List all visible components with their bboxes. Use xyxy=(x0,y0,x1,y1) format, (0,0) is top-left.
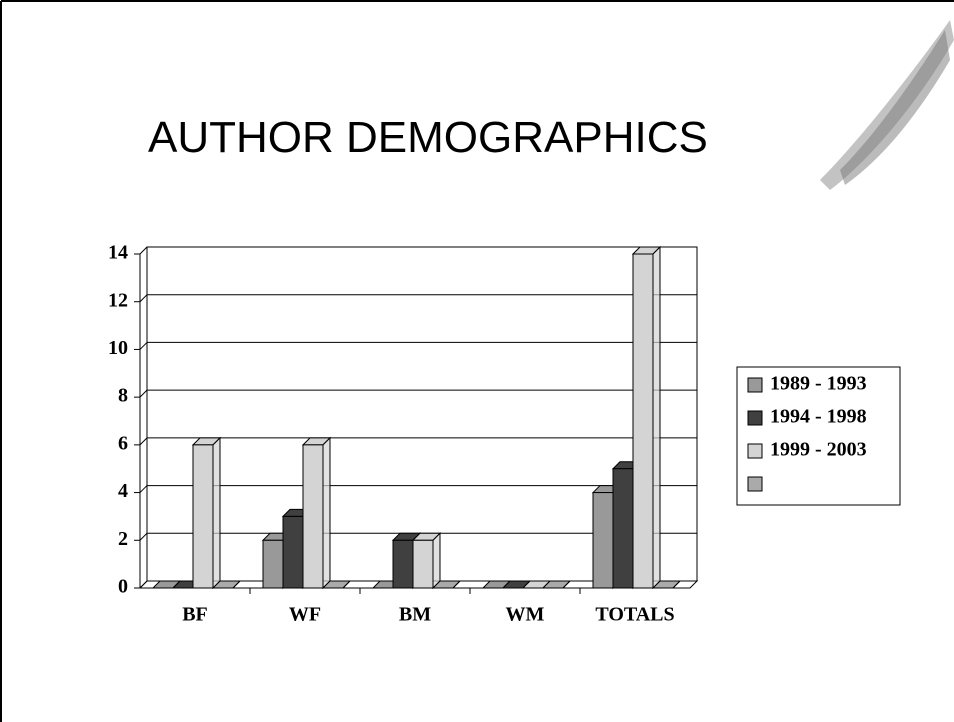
bar-front xyxy=(283,516,303,588)
bar-side xyxy=(323,438,330,588)
brush-decoration xyxy=(820,20,954,190)
bar xyxy=(633,247,660,588)
bar xyxy=(303,438,330,588)
y-tick-label: 0 xyxy=(118,576,128,598)
legend-label: 1989 - 1993 xyxy=(770,373,867,395)
legend-swatch xyxy=(748,378,762,392)
chart-title: AUTHOR DEMOGRAPHICS xyxy=(148,113,708,162)
legend-swatch xyxy=(748,444,762,458)
bar-front xyxy=(413,540,433,588)
grid-line-side xyxy=(140,533,147,540)
x-tick-label: BF xyxy=(182,604,208,626)
bar-side xyxy=(433,533,440,588)
brush-decoration xyxy=(840,30,950,185)
grid-line-side xyxy=(140,438,147,445)
legend-label: 1994 - 1998 xyxy=(770,406,867,428)
bar-front xyxy=(303,445,323,588)
y-tick-label: 4 xyxy=(118,480,128,502)
bar-front xyxy=(633,254,653,588)
bar-front xyxy=(263,540,283,588)
bar-front xyxy=(613,469,633,588)
x-tick-label: BM xyxy=(399,604,431,626)
legend-label: 1999 - 2003 xyxy=(770,439,867,461)
slide: AUTHOR DEMOGRAPHICS 0 2 4 6 8 10 12 14 BF WF BM WM T… xyxy=(0,0,954,722)
y-tick-label: 12 xyxy=(108,289,128,311)
grid-line-side xyxy=(140,247,147,254)
x-tick-label: TOTALS xyxy=(595,604,674,626)
legend-swatch xyxy=(748,477,762,491)
y-tick-label: 2 xyxy=(118,528,128,550)
y-tick-label: 14 xyxy=(108,242,128,264)
bar-front xyxy=(193,445,213,588)
bar-side xyxy=(213,438,220,588)
grid-line-side xyxy=(140,390,147,397)
y-tick-label: 10 xyxy=(108,337,128,359)
y-tick-label: 6 xyxy=(118,432,128,454)
bar-side xyxy=(653,247,660,588)
y-tick-label: 8 xyxy=(118,385,128,407)
grid-line-side xyxy=(140,295,147,302)
bar-front xyxy=(393,540,413,588)
bar xyxy=(193,438,220,588)
legend-swatch xyxy=(748,411,762,425)
grid-line-side xyxy=(140,486,147,493)
x-tick-label: WM xyxy=(506,604,545,626)
bar-front xyxy=(593,493,613,588)
grid-line-side xyxy=(140,342,147,349)
bar xyxy=(413,533,440,588)
x-tick-label: WF xyxy=(289,604,321,626)
